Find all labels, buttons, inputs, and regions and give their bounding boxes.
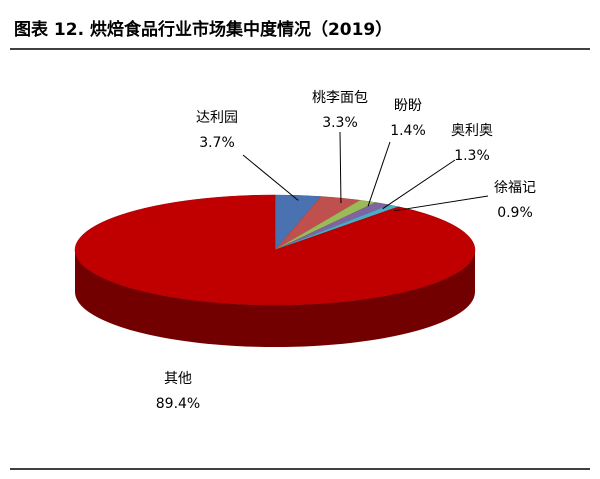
leader-line: [382, 159, 456, 210]
slice-value-label: 3.3%: [322, 115, 358, 131]
leader-line: [393, 195, 489, 212]
leader-line: [242, 154, 299, 201]
slice-label: 盼盼: [394, 98, 422, 114]
slice-label: 桃李面包: [312, 90, 368, 106]
slice-value-label: 89.4%: [156, 396, 200, 412]
slice-value-label: 1.3%: [454, 148, 490, 164]
slice-value-label: 0.9%: [497, 205, 533, 221]
slice-label: 奥利奥: [451, 122, 493, 139]
pie-sides: [75, 250, 475, 347]
labels: 达利园 3.7% 桃李面包 3.3% 盼盼 1.4% 奥利奥 1.3%徐福记 0.9% 其他 89.…: [156, 90, 536, 412]
slice-label: 其他: [164, 371, 192, 387]
slice: [74, 194, 476, 306]
leader-line: [367, 141, 391, 207]
slice-side: [75, 250, 475, 347]
pie-tops: [74, 194, 476, 306]
slice-value-label: 1.4%: [390, 123, 426, 139]
slice-label: 徐福记: [494, 180, 536, 196]
slice-label: 达利园: [196, 110, 238, 126]
leader-line: [339, 131, 342, 204]
chart-title: 图表 12. 烘焙食品行业市场集中度情况（2019）: [14, 19, 392, 40]
slice-value-label: 3.7%: [199, 135, 235, 151]
